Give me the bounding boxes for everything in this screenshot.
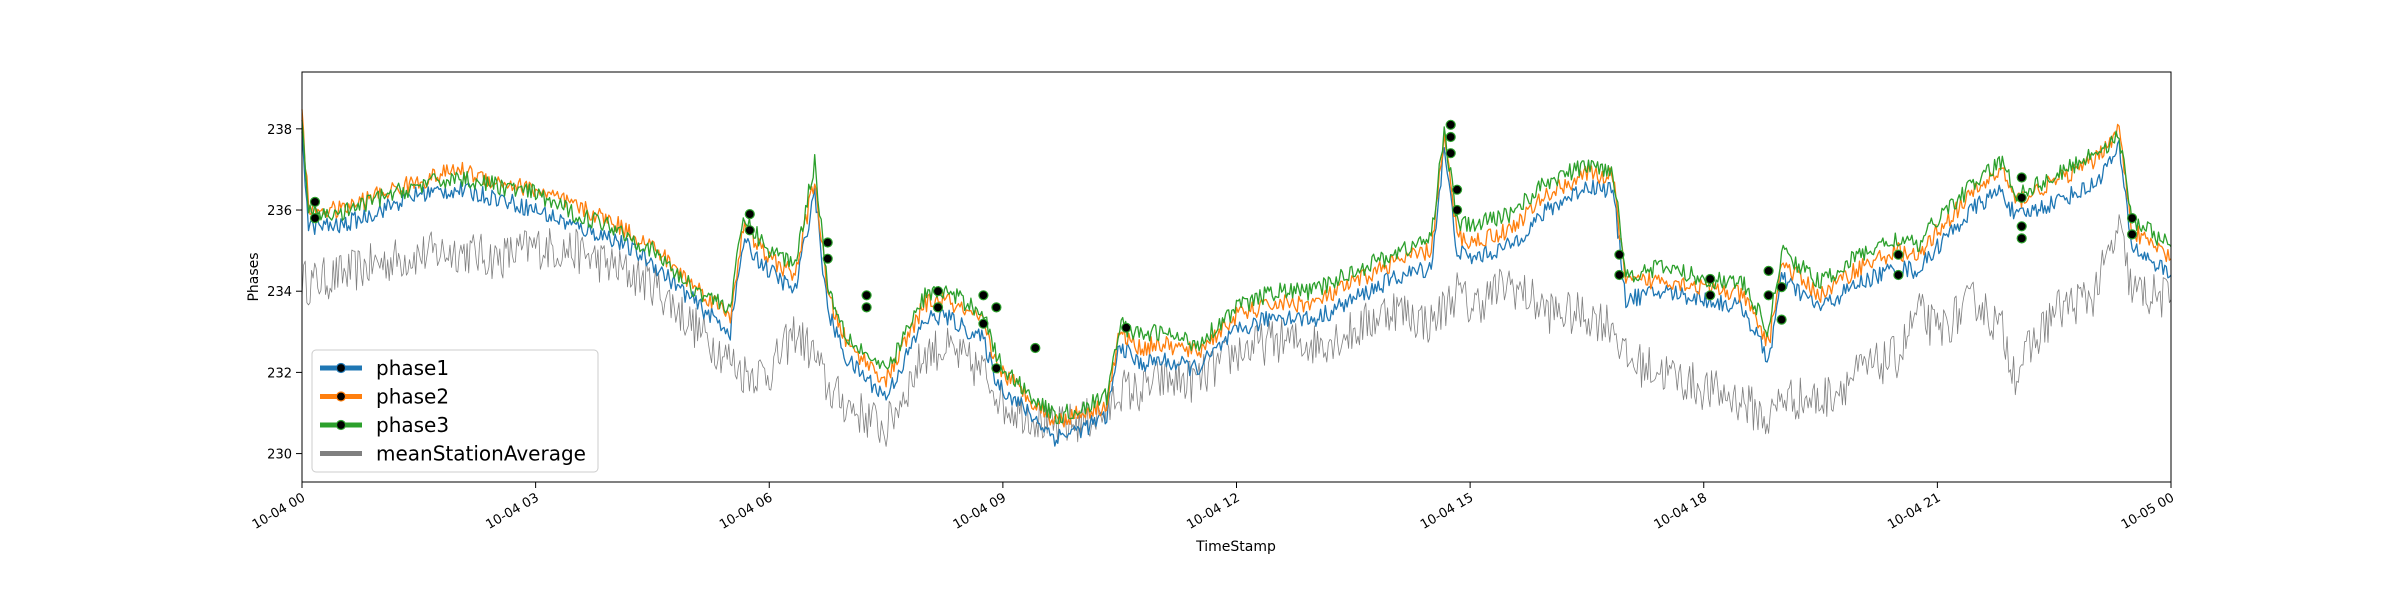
- anomaly-marker: [2127, 213, 2138, 224]
- anomaly-marker: [2127, 229, 2138, 240]
- anomaly-marker: [822, 237, 833, 248]
- x-tick-label: 10-04 15: [1418, 490, 1476, 532]
- anomaly-marker: [2016, 221, 2027, 232]
- anomaly-marker: [309, 213, 321, 224]
- anomaly-marker: [978, 318, 989, 329]
- x-tick-label: 10-05 00: [2119, 490, 2177, 532]
- anomaly-marker: [309, 196, 321, 207]
- anomaly-marker: [1030, 342, 1041, 354]
- x-tick-label: 10-04 06: [717, 490, 775, 532]
- x-axis-label: TimeStamp: [1195, 539, 1276, 555]
- legend-label-phase2: phase2: [376, 385, 449, 409]
- legend: phase1 phase2 phase3 meanStationAverage: [311, 349, 599, 473]
- x-tick-label: 10-04 18: [1652, 490, 1710, 532]
- anomaly-marker: [2016, 172, 2027, 183]
- anomaly-marker: [1893, 249, 1904, 260]
- y-tick-label: 238: [267, 123, 292, 138]
- anomaly-marker: [1445, 131, 1456, 143]
- x-tick-label: 10-04 03: [484, 490, 542, 532]
- x-tick-label: 10-04 09: [951, 490, 1009, 532]
- anomaly-marker: [932, 286, 944, 297]
- y-axis-label: Phases: [246, 252, 262, 301]
- x-tick-label: 10-04 00: [250, 490, 308, 532]
- anomaly-marker: [1451, 204, 1463, 216]
- y-axis: 230 232 234 236 238: [267, 123, 302, 463]
- anomaly-marker: [1705, 273, 1716, 285]
- anomaly-marker: [991, 302, 1002, 313]
- anomaly-marker: [2016, 233, 2027, 244]
- x-tick-label: 10-04 21: [1885, 490, 1943, 532]
- anomaly-marker: [1451, 184, 1463, 195]
- anomaly-marker: [932, 302, 944, 313]
- y-tick-label: 234: [267, 285, 292, 300]
- anomaly-marker: [1445, 119, 1456, 130]
- x-axis: 10-04 00 10-04 03 10-04 06 10-04 09 10-04 12…: [250, 482, 2177, 533]
- legend-marker-phase3: [335, 419, 347, 431]
- anomaly-marker: [744, 225, 755, 236]
- anomaly-marker: [1705, 290, 1716, 301]
- anomaly-marker-layer: [309, 119, 2138, 374]
- plot-background: [302, 72, 2171, 482]
- anomaly-marker: [978, 290, 989, 301]
- legend-box: [311, 349, 599, 473]
- legend-label-phase3: phase3: [376, 413, 449, 437]
- legend-label-phase1: phase1: [376, 356, 449, 380]
- y-tick-label: 230: [267, 448, 292, 463]
- anomaly-marker: [1776, 282, 1787, 293]
- series-line-phase1: [301, 131, 2172, 447]
- series-line-phase3: [301, 119, 2172, 425]
- anomaly-marker: [861, 302, 872, 313]
- anomaly-marker: [1893, 269, 1904, 281]
- anomaly-marker: [1776, 314, 1787, 325]
- series-line-meanStationAverage: [301, 214, 2172, 447]
- anomaly-marker: [2016, 192, 2027, 203]
- anomaly-marker: [1614, 249, 1625, 260]
- anomaly-marker: [1763, 290, 1774, 301]
- legend-marker-phase2: [335, 391, 347, 402]
- anomaly-marker: [1445, 148, 1456, 159]
- anomaly-marker: [991, 363, 1002, 374]
- y-tick-label: 236: [267, 204, 292, 219]
- series-layer: [301, 109, 2172, 447]
- anomaly-marker: [1121, 322, 1132, 333]
- legend-label-meanStationAverage: meanStationAverage: [376, 442, 586, 466]
- legend-marker-phase1: [335, 362, 347, 374]
- anomaly-marker: [822, 253, 833, 264]
- anomaly-marker: [1614, 269, 1625, 281]
- anomaly-marker: [1763, 265, 1774, 276]
- x-tick-label: 10-04 12: [1184, 490, 1242, 532]
- anomaly-marker: [744, 209, 755, 220]
- anomaly-marker: [861, 290, 872, 301]
- y-tick-label: 232: [267, 366, 292, 381]
